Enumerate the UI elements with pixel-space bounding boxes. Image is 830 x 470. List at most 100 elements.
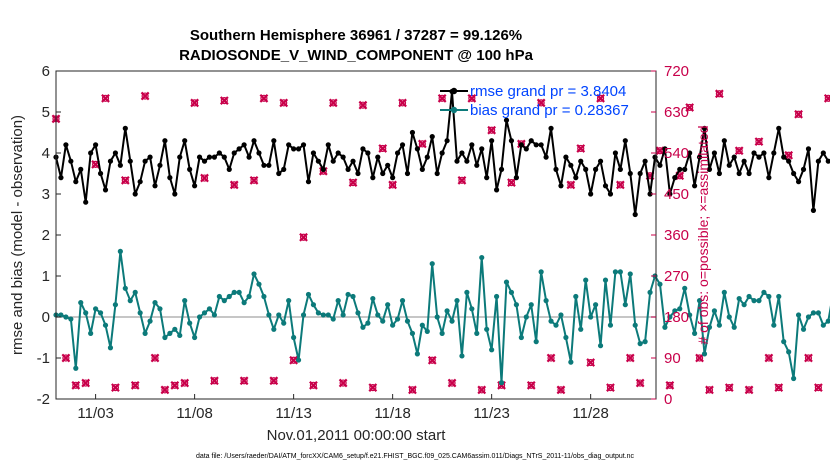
obs-assimilated-point <box>685 103 695 112</box>
x-tick-label: 11/08 <box>176 405 212 422</box>
bias-point <box>206 306 213 312</box>
obs-assimilated-point <box>764 353 774 363</box>
bias-point <box>637 341 643 347</box>
rmse-point <box>805 146 812 152</box>
obs-possible-point <box>557 386 565 394</box>
obs-assimilated-point <box>794 109 803 119</box>
rmse-point <box>553 166 559 172</box>
obs-assimilated-point <box>219 96 229 105</box>
bias-point <box>365 320 371 326</box>
obs-possible-point <box>478 386 486 394</box>
obs-possible-point <box>626 354 634 362</box>
obs-possible-point <box>379 144 387 153</box>
bias-point <box>162 334 168 341</box>
obs-assimilated-point <box>111 383 120 392</box>
bias-point <box>474 330 480 336</box>
rmse-point <box>632 211 638 218</box>
obs-assimilated-point <box>487 125 497 135</box>
bias-point <box>479 254 485 261</box>
rmse-point <box>310 150 317 156</box>
bias-point <box>429 261 435 267</box>
obs-possible-point <box>656 147 664 155</box>
rmse-point <box>518 142 524 148</box>
obs-possible-point <box>785 151 793 159</box>
bias-point <box>375 312 381 318</box>
bias-point <box>568 359 574 365</box>
obs-assimilated-point <box>655 146 665 156</box>
obs-assimilated-point <box>477 385 487 395</box>
obs-possible-point <box>527 381 535 389</box>
rmse-point <box>300 142 307 148</box>
rmse-point <box>795 179 802 185</box>
y-tick-label: 2 <box>42 227 50 244</box>
rmse-point <box>701 125 708 131</box>
obs-assimilated-point <box>546 353 556 363</box>
rmse-point <box>602 183 609 189</box>
obs-count-markers <box>51 89 830 395</box>
rmse-point <box>667 191 673 197</box>
bias-point <box>112 302 119 308</box>
obs-possible-point <box>567 181 575 189</box>
bias-point <box>602 277 609 283</box>
y-right-tick-label: 90 <box>664 350 681 367</box>
obs-assimilated-point <box>606 383 615 392</box>
bias-point <box>493 293 500 300</box>
bias-point <box>157 306 163 312</box>
bias-point <box>147 318 153 324</box>
obs-possible-point <box>666 381 674 389</box>
bias-point <box>152 300 158 306</box>
obs-assimilated-point <box>408 385 417 395</box>
obs-possible-point <box>240 377 248 385</box>
y-tick-label: 0 <box>42 309 50 326</box>
y-right-tick-label: 270 <box>664 268 689 285</box>
y-tick-label: 3 <box>42 186 50 203</box>
bias-point <box>667 314 673 320</box>
obs-assimilated-point <box>734 146 744 156</box>
bias-point <box>434 314 440 320</box>
obs-assimilated-point <box>813 383 823 392</box>
rmse-point <box>493 187 500 193</box>
obs-possible-point <box>794 110 803 118</box>
bias-point <box>439 330 445 336</box>
rmse-point <box>404 170 411 177</box>
y-right-tick-label: 720 <box>664 63 689 80</box>
obs-possible-point <box>181 379 189 387</box>
rmse-point <box>365 150 371 156</box>
rmse-point <box>588 191 594 197</box>
bias-point <box>266 312 272 318</box>
bias-point <box>320 312 326 318</box>
bias-point <box>83 310 89 316</box>
obs-possible-point <box>715 90 723 98</box>
bias-line <box>56 250 830 384</box>
obs-possible-point <box>616 181 624 189</box>
bias-point <box>706 324 713 330</box>
legend: rmse grand pr = 3.8404 bias grand pr = 0… <box>440 83 629 119</box>
bias-point <box>187 320 193 326</box>
obs-possible-point <box>596 94 605 102</box>
bias-point <box>167 330 173 336</box>
rmse-point <box>459 150 465 156</box>
bias-point <box>102 322 109 328</box>
bias-point <box>231 289 237 295</box>
obs-assimilated-point <box>714 89 724 99</box>
bias-point <box>766 293 772 300</box>
rmse-point <box>597 158 604 164</box>
rmse-point <box>766 175 772 181</box>
rmse-point <box>295 146 302 152</box>
bias-point <box>399 298 406 304</box>
rmse-point <box>568 162 574 168</box>
bias-point <box>815 310 821 316</box>
obs-assimilated-point <box>180 378 190 388</box>
rmse-point <box>533 142 539 148</box>
bias-point <box>597 343 604 349</box>
y-tick-label: 6 <box>42 63 50 80</box>
obs-possible-point <box>507 179 516 187</box>
y-tick-label: -1 <box>37 350 50 367</box>
rmse-point <box>221 154 227 160</box>
rmse-point <box>652 154 658 160</box>
bias-point <box>805 314 812 320</box>
rmse-point <box>256 150 262 156</box>
bias-point <box>345 291 351 298</box>
y-right-tick-label: 450 <box>664 186 689 203</box>
bias-point <box>513 302 519 308</box>
